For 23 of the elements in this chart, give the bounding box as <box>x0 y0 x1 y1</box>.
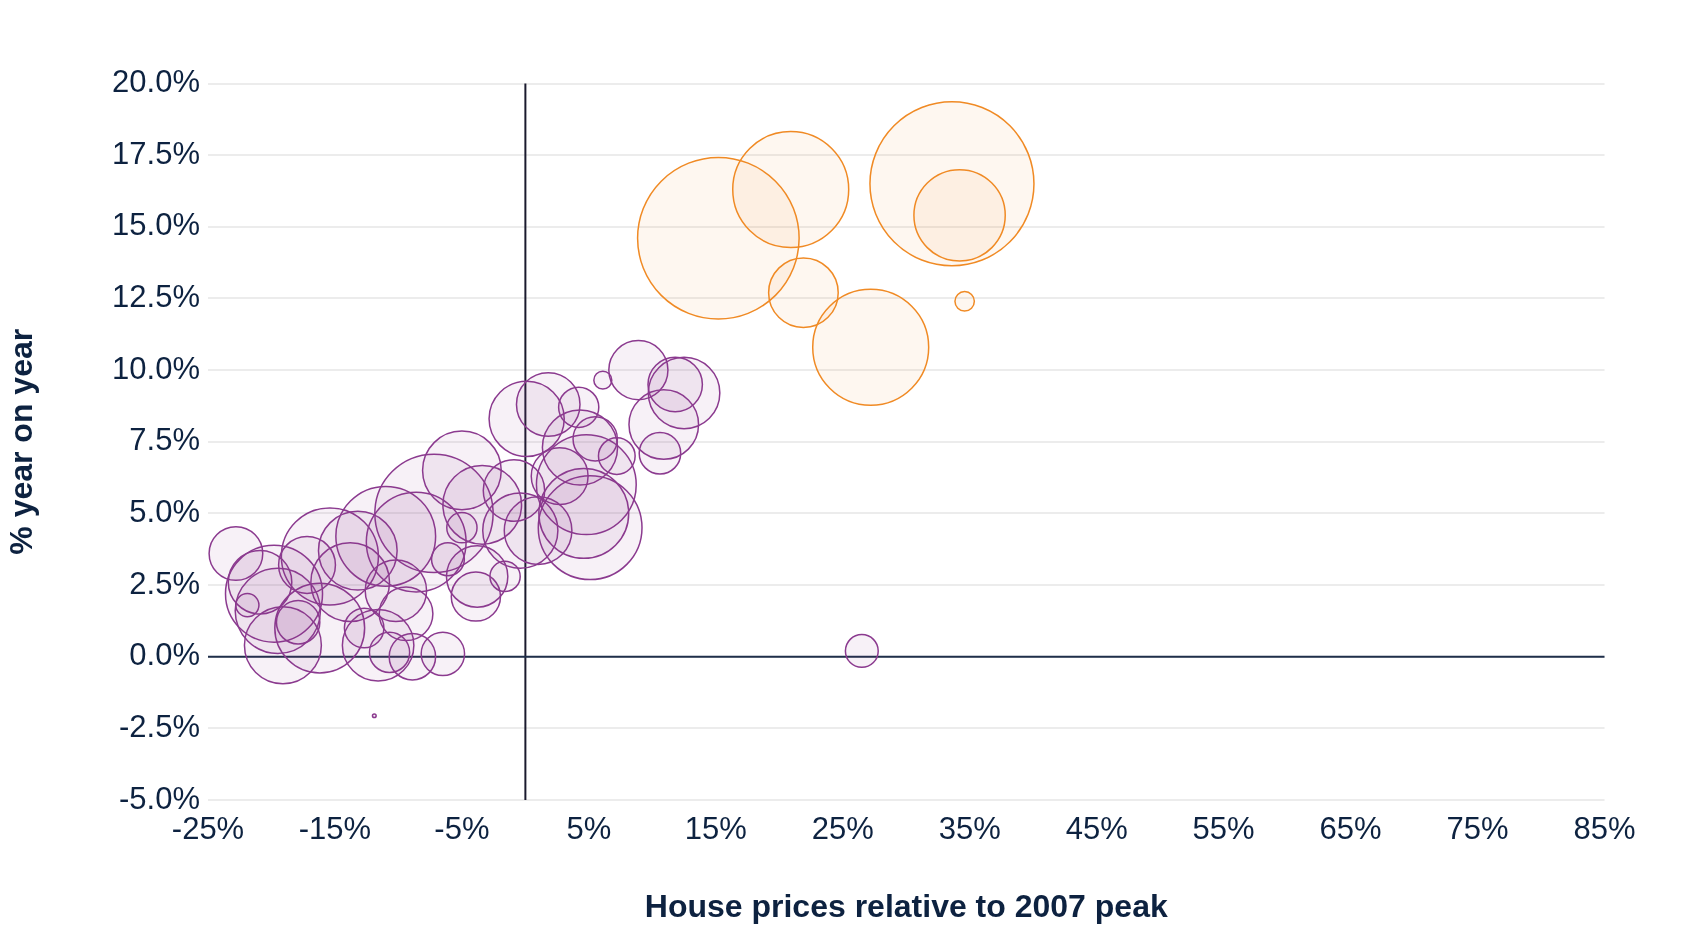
y-tick-label: 2.5% <box>129 565 200 601</box>
x-tick-label: 75% <box>1446 811 1509 847</box>
y-tick-label: -2.5% <box>119 708 200 744</box>
x-tick-label: -15% <box>298 811 372 847</box>
y-axis-title: % year on year <box>3 328 40 555</box>
x-tick-label: 35% <box>938 811 1001 847</box>
x-tick-label: 55% <box>1192 811 1255 847</box>
x-tick-label: 85% <box>1573 811 1636 847</box>
y-tick-label: 12.5% <box>112 279 200 314</box>
x-tick-label: -5% <box>434 811 490 847</box>
y-tick-label: 15.0% <box>112 207 200 243</box>
y-tick-label: 10.0% <box>112 350 200 386</box>
y-tick-label: 17.5% <box>112 135 200 171</box>
y-tick-label: 0.0% <box>129 637 200 673</box>
x-axis-title: House prices relative to 2007 peak <box>644 887 1168 924</box>
y-tick-label: 7.5% <box>129 422 200 458</box>
x-tick-label: 5% <box>566 811 612 847</box>
x-tick-label: 15% <box>684 811 747 847</box>
x-tick-label: 45% <box>1065 811 1128 847</box>
x-tick-label: 25% <box>811 811 874 847</box>
x-tick-label: 65% <box>1319 811 1382 847</box>
y-tick-label: 20.0% <box>112 64 200 100</box>
y-tick-label: 5.0% <box>129 493 200 529</box>
